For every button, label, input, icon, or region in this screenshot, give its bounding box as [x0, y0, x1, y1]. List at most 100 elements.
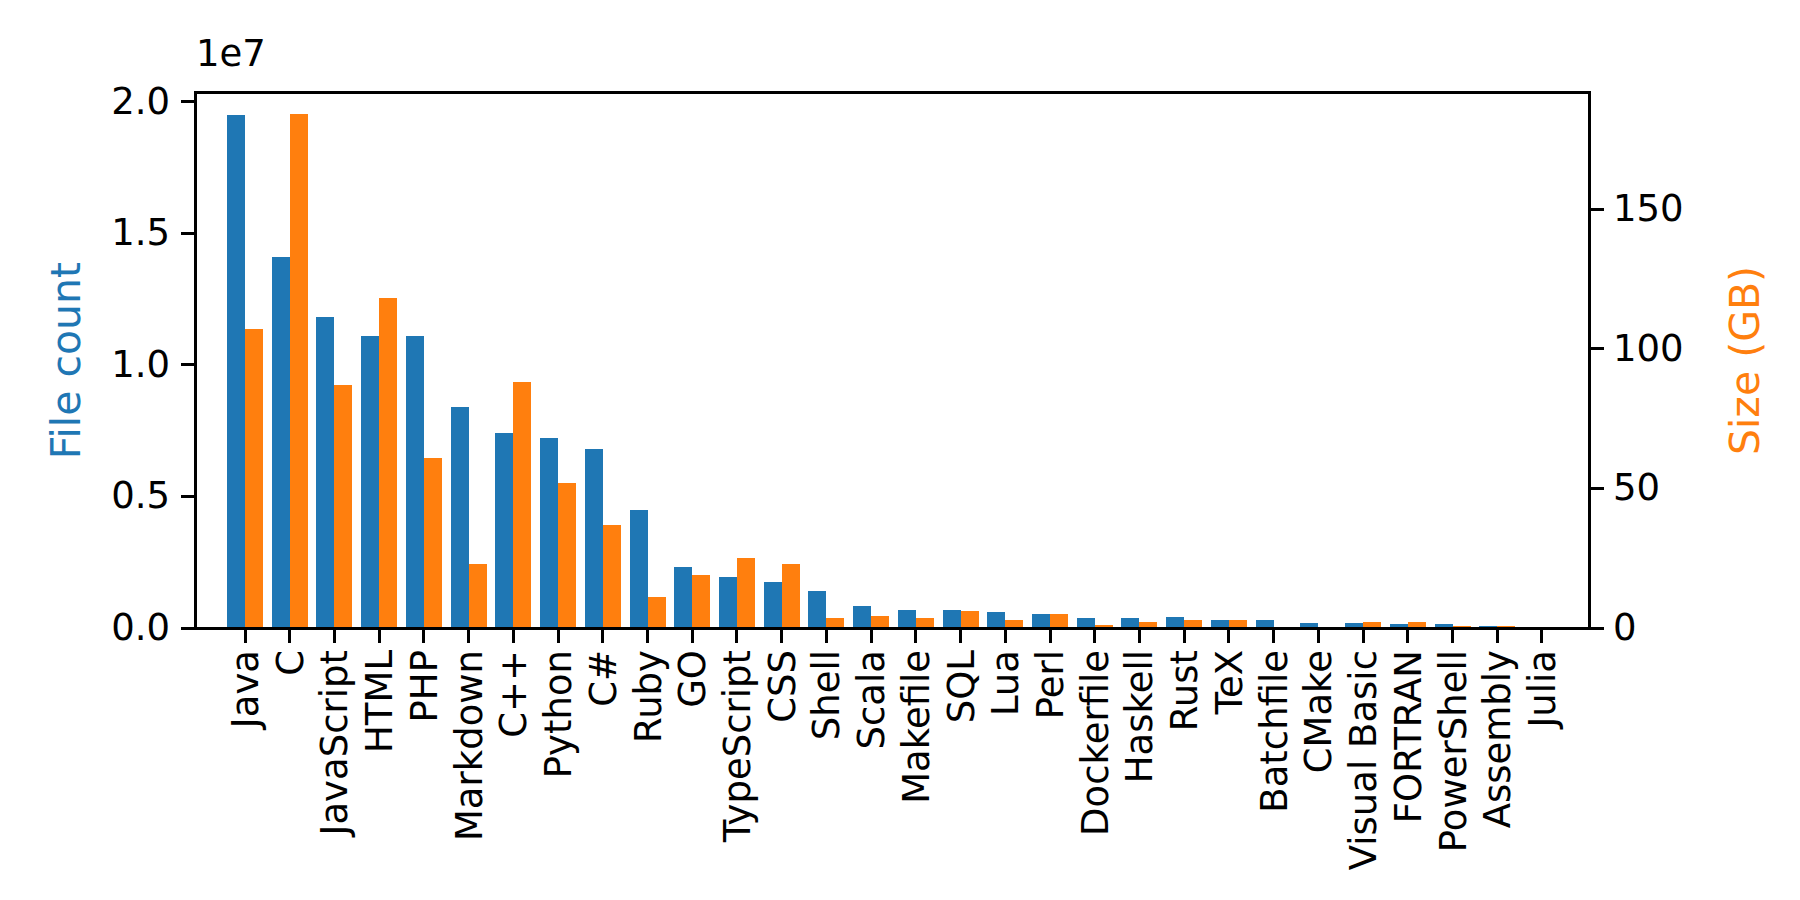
x-tick-label-haskell: Haskell	[1121, 650, 1159, 783]
x-tick-assembly	[1496, 630, 1499, 643]
x-tick-label-rust: Rust	[1166, 650, 1204, 731]
x-tick-scala	[870, 630, 873, 643]
x-tick-label-lua: Lua	[987, 650, 1025, 716]
x-tick-label-go: GO	[674, 650, 712, 708]
bar-chart-figure: 1e7 File count Size (GB) 0.00.51.01.52.0…	[0, 0, 1800, 900]
x-tick-label-tex: TeX	[1211, 650, 1249, 714]
x-tick-cplusplus	[512, 630, 515, 643]
bar-typescript-file-count	[719, 577, 737, 628]
x-tick-label-ruby: Ruby	[630, 650, 668, 743]
x-tick-label-visual-basic: Visual Basic	[1345, 650, 1383, 870]
y-tick-label-left-2.0: 2.0	[58, 80, 170, 124]
x-tick-label-python: Python	[540, 650, 578, 778]
x-tick-lua	[1004, 630, 1007, 643]
x-tick-cmake	[1317, 630, 1320, 643]
x-tick-label-markdown: Markdown	[451, 650, 489, 841]
y-tick-left-2.0	[181, 100, 194, 103]
bar-csharp-size-gb	[603, 525, 621, 628]
bar-cplusplus-file-count	[495, 433, 513, 628]
x-tick-label-fortran: FORTRAN	[1390, 650, 1428, 823]
bar-makefile-file-count	[898, 610, 916, 628]
x-tick-label-batchfile: Batchfile	[1256, 650, 1294, 813]
y-tick-label-right-150: 150	[1613, 187, 1753, 231]
x-tick-css	[780, 630, 783, 643]
x-tick-label-html: HTML	[361, 650, 399, 753]
y-tick-label-left-1.0: 1.0	[58, 343, 170, 387]
x-tick-label-csharp: C#	[585, 650, 623, 707]
x-tick-label-java: Java	[227, 650, 265, 728]
y-tick-label-left-0.0: 0.0	[58, 606, 170, 650]
axis-spine-left	[194, 91, 197, 630]
y-tick-right-50	[1591, 487, 1604, 490]
bar-javascript-file-count	[316, 317, 334, 628]
bar-perl-size-gb	[1050, 614, 1068, 628]
bar-markdown-size-gb	[469, 564, 487, 628]
y-tick-label-right-50: 50	[1613, 466, 1753, 510]
x-tick-powershell	[1451, 630, 1454, 643]
bar-cplusplus-size-gb	[513, 382, 531, 628]
x-tick-label-php: PHP	[406, 650, 444, 722]
bar-go-size-gb	[692, 575, 710, 628]
x-tick-python	[557, 630, 560, 643]
x-tick-c	[288, 630, 291, 643]
y-tick-label-right-0: 0	[1613, 606, 1753, 650]
x-tick-label-javascript: JavaScript	[316, 650, 354, 835]
x-tick-batchfile	[1272, 630, 1275, 643]
x-tick-label-scala: Scala	[853, 650, 891, 749]
bar-python-size-gb	[558, 483, 576, 628]
bar-python-file-count	[540, 438, 558, 628]
x-tick-go	[691, 630, 694, 643]
bar-sql-size-gb	[961, 611, 979, 628]
bar-java-file-count	[227, 115, 245, 628]
bar-go-file-count	[674, 567, 692, 628]
x-tick-rust	[1183, 630, 1186, 643]
x-tick-dockerfile	[1093, 630, 1096, 643]
axis-spine-bottom	[194, 627, 1591, 630]
bar-css-size-gb	[782, 564, 800, 628]
y-tick-right-150	[1591, 208, 1604, 211]
axis-spine-right	[1588, 91, 1591, 630]
bar-ruby-file-count	[630, 510, 648, 628]
x-tick-markdown	[467, 630, 470, 643]
y-axis-offset-text: 1e7	[196, 34, 266, 74]
x-tick-java	[244, 630, 247, 643]
y-tick-label-left-0.5: 0.5	[58, 474, 170, 518]
bar-html-file-count	[361, 336, 379, 628]
x-tick-label-makefile: Makefile	[898, 650, 936, 804]
x-tick-label-css: CSS	[764, 650, 802, 723]
x-tick-shell	[825, 630, 828, 643]
bar-java-size-gb	[245, 329, 263, 628]
x-tick-label-sql: SQL	[943, 650, 981, 723]
bar-lua-file-count	[987, 612, 1005, 628]
x-tick-csharp	[601, 630, 604, 643]
y-tick-left-1.0	[181, 363, 194, 366]
bar-css-file-count	[764, 582, 782, 628]
y-tick-left-0.5	[181, 495, 194, 498]
bar-ruby-size-gb	[648, 597, 666, 628]
x-tick-perl	[1049, 630, 1052, 643]
x-tick-label-c: C	[272, 650, 310, 676]
x-tick-label-perl: Perl	[1032, 650, 1070, 719]
x-tick-visual-basic	[1362, 630, 1365, 643]
y-tick-label-left-1.5: 1.5	[58, 211, 170, 255]
bar-markdown-file-count	[451, 407, 469, 628]
x-tick-javascript	[333, 630, 336, 643]
bar-scala-file-count	[853, 606, 871, 628]
bar-javascript-size-gb	[334, 385, 352, 628]
x-tick-julia	[1540, 630, 1543, 643]
bar-typescript-size-gb	[737, 558, 755, 628]
y-tick-label-right-100: 100	[1613, 327, 1753, 371]
bar-c-size-gb	[290, 114, 308, 628]
x-tick-label-cplusplus: C++	[495, 650, 533, 738]
bar-php-size-gb	[424, 458, 442, 628]
x-tick-typescript	[735, 630, 738, 643]
bar-sql-file-count	[943, 610, 961, 628]
bar-shell-file-count	[808, 591, 826, 628]
x-tick-fortran	[1406, 630, 1409, 643]
y-tick-left-0.0	[181, 627, 194, 630]
y-tick-left-1.5	[181, 232, 194, 235]
x-tick-sql	[959, 630, 962, 643]
x-tick-label-cmake: CMake	[1300, 650, 1338, 773]
bar-csharp-file-count	[585, 449, 603, 628]
x-tick-tex	[1227, 630, 1230, 643]
